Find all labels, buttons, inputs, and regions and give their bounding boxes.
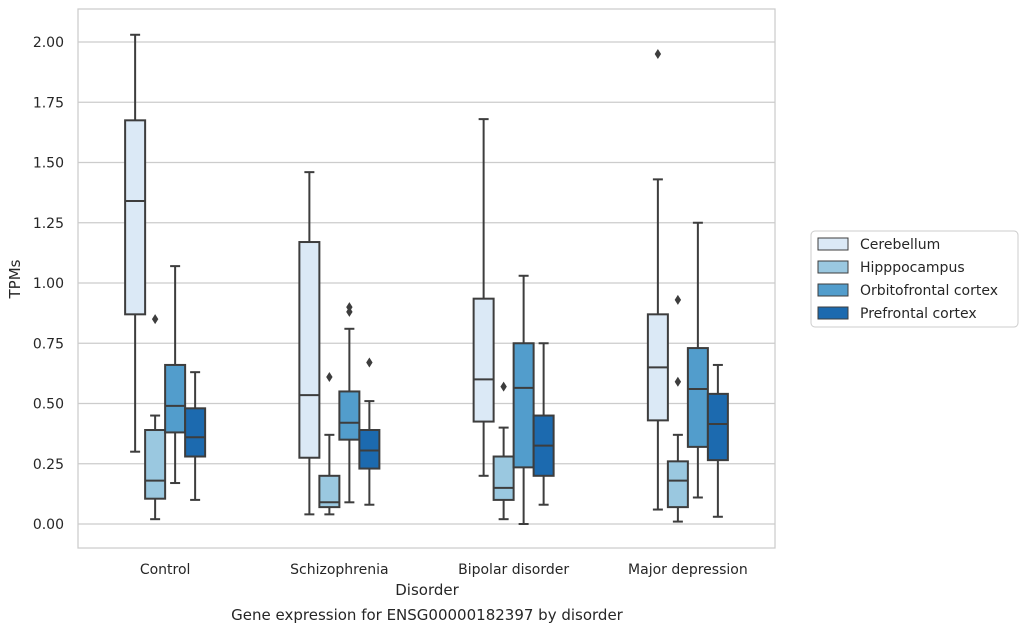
outlier-point <box>326 371 333 382</box>
box-iqr <box>144 429 167 500</box>
legend-entry: Cerebellum <box>860 237 940 253</box>
box-iqr <box>472 297 495 423</box>
outlier-point <box>674 376 682 387</box>
box-iqr <box>164 363 187 434</box>
legend-entry: Prefrontal cortex <box>860 306 977 322</box>
box-iqr <box>492 455 515 501</box>
x-tick-label: Schizophrenia <box>290 562 388 578</box>
legend-swatch <box>817 237 849 251</box>
y-axis-label: TPMs <box>6 259 24 299</box>
y-tick-label: 1.25 <box>33 216 64 232</box>
box-iqr <box>706 392 729 462</box>
y-tick-label: 0.50 <box>33 397 64 413</box>
box-prefrontal-cortex <box>706 363 729 518</box>
outlier-point <box>366 357 373 368</box>
box-prefrontal-cortex <box>184 371 207 501</box>
y-axis-ticks: 0.00 0.25 0.50 0.75 1.00 1.25 1.50 1.75 2.00 <box>33 35 64 533</box>
x-axis-ticks: Control Schizophrenia Bipolar disorder Majo… <box>140 562 748 578</box>
box-orbitofrontal-cortex <box>686 221 709 499</box>
box-iqr <box>686 347 709 448</box>
box-iqr <box>318 474 341 509</box>
legend-frame <box>810 230 1019 328</box>
box-cerebellum <box>646 49 669 511</box>
y-tick-label: 1.50 <box>33 156 64 172</box>
box-cerebellum <box>298 171 321 516</box>
legend-swatch <box>817 283 849 297</box>
outlier-point <box>151 314 159 325</box>
box-orbitofrontal-cortex <box>164 265 187 485</box>
box-iqr <box>298 241 321 459</box>
x-tick-label: Control <box>140 562 191 578</box>
y-tick-label: 2.00 <box>33 35 64 51</box>
box-iqr <box>124 119 147 316</box>
box-iqr <box>666 460 689 509</box>
outlier-point <box>674 294 682 305</box>
gridlines <box>78 41 775 525</box>
box-hipppocampus <box>666 294 689 523</box>
box-iqr <box>338 390 361 441</box>
box-orbitofrontal-cortex <box>338 302 361 504</box>
box-hipppocampus <box>318 371 341 516</box>
x-tick-label: Bipolar disorder <box>458 562 569 578</box>
box-cerebellum <box>124 33 147 453</box>
box-cerebellum <box>472 118 495 477</box>
box-orbitofrontal-cortex <box>512 274 535 525</box>
plot-area <box>124 33 729 525</box>
outlier-point <box>500 381 507 392</box>
y-tick-label: 0.00 <box>33 517 64 533</box>
legend-entry: Hipppocampus <box>860 260 965 276</box>
y-tick-label: 1.75 <box>33 95 64 111</box>
box-iqr <box>512 342 535 469</box>
box-iqr <box>184 407 207 458</box>
box-hipppocampus <box>492 381 515 521</box>
outlier-point <box>654 49 662 60</box>
outlier-point <box>346 302 353 313</box>
axes-frame <box>77 8 776 549</box>
legend-swatch <box>817 306 849 320</box>
box-prefrontal-cortex <box>532 342 555 506</box>
legend-entry: Orbitofrontal cortex <box>860 283 998 299</box>
box-prefrontal-cortex <box>358 357 381 506</box>
y-tick-label: 1.00 <box>33 276 64 292</box>
legend: Cerebellum Hipppocampus Orbitofrontal cort… <box>810 230 1019 328</box>
x-axis-label: Disorder <box>395 581 459 599</box>
figure-caption: Gene expression for ENSG00000182397 by d… <box>231 606 623 624</box>
legend-swatch <box>817 260 849 274</box>
box-hipppocampus <box>144 314 167 521</box>
box-iqr <box>358 429 381 470</box>
y-tick-label: 0.25 <box>33 457 64 473</box>
y-tick-label: 0.75 <box>33 336 64 352</box>
x-tick-label: Major depression <box>628 562 748 578</box>
